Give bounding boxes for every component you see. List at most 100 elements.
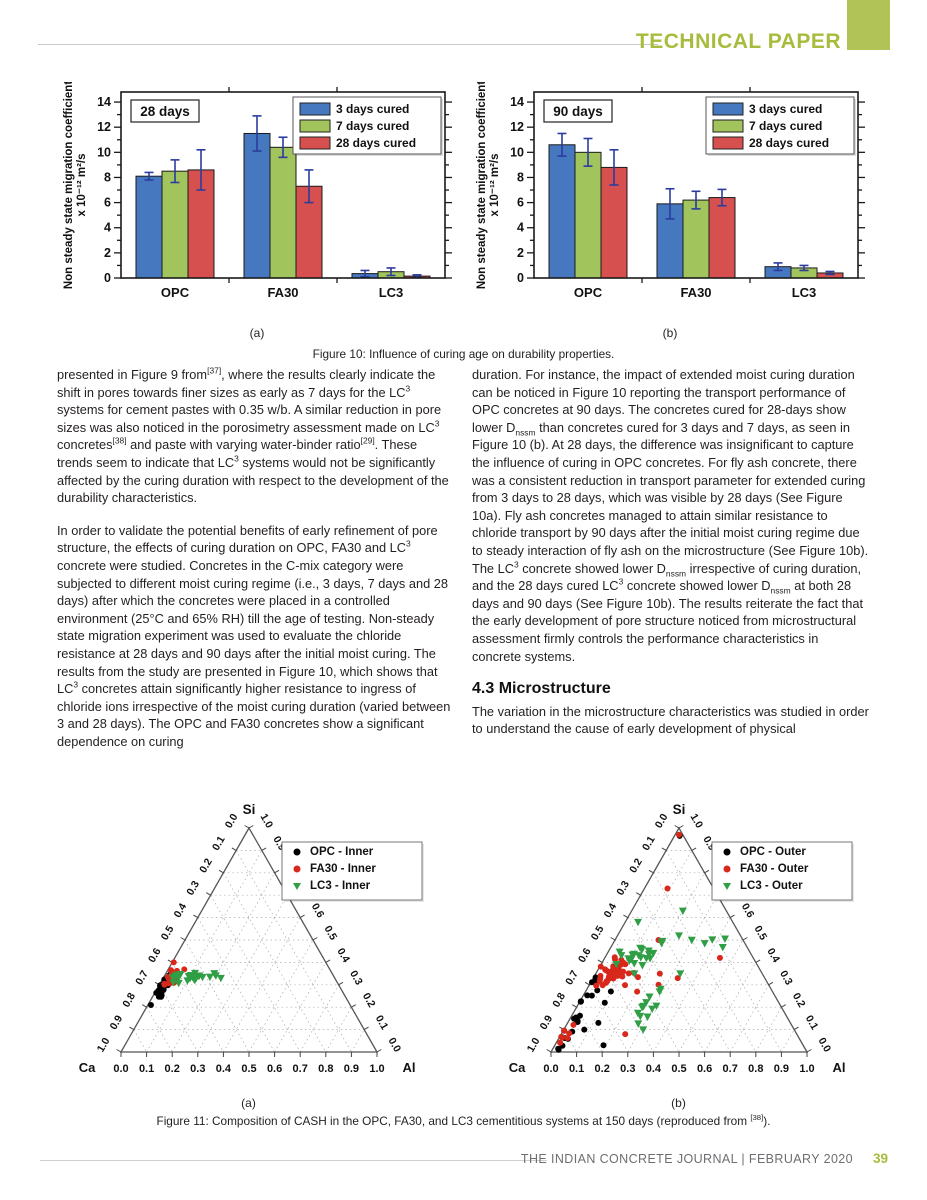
svg-text:10: 10	[97, 145, 111, 159]
superscript: 3	[73, 679, 79, 690]
bar-chart-28-days: Non steady state migration coefficientx …	[63, 81, 452, 300]
data-point	[156, 993, 163, 999]
data-point	[674, 932, 683, 940]
svg-text:14: 14	[510, 95, 524, 109]
figure-11b-label: (b)	[671, 1096, 686, 1110]
svg-text:0.3: 0.3	[777, 968, 795, 987]
svg-text:0.8: 0.8	[748, 1063, 763, 1075]
data-point	[627, 951, 636, 960]
data-point	[716, 954, 723, 961]
svg-text:0.8: 0.8	[318, 1063, 333, 1075]
data-point	[576, 1012, 583, 1019]
svg-text:0.8: 0.8	[550, 991, 568, 1010]
data-point	[647, 1005, 656, 1013]
data-point	[611, 960, 620, 969]
data-point	[160, 986, 167, 993]
data-point	[655, 988, 664, 996]
svg-text:90 days: 90 days	[553, 104, 603, 119]
data-point	[638, 1026, 647, 1034]
svg-text:4: 4	[517, 221, 524, 235]
header-divider	[38, 44, 658, 45]
svg-text:0.6: 0.6	[696, 1063, 711, 1075]
svg-text:0.4: 0.4	[171, 901, 189, 920]
superscript: [38]	[750, 1113, 764, 1123]
svg-text:0.1: 0.1	[372, 1013, 390, 1032]
svg-text:OPC: OPC	[574, 285, 603, 300]
data-point	[205, 973, 214, 982]
svg-text:0.4: 0.4	[334, 946, 352, 965]
svg-text:0.1: 0.1	[138, 1063, 153, 1075]
body-column-left: presented in Figure 9 from[37], where th…	[57, 366, 455, 765]
bar	[600, 166, 628, 279]
superscript: 3	[405, 383, 411, 394]
svg-text:0.2: 0.2	[594, 1063, 609, 1075]
svg-text:6: 6	[517, 196, 524, 210]
superscript: [37]	[207, 365, 222, 376]
svg-text:0.5: 0.5	[671, 1063, 686, 1075]
subscript: nssm	[515, 427, 536, 438]
superscript: 3	[234, 453, 239, 464]
data-point	[577, 998, 584, 1005]
bar	[269, 146, 297, 279]
svg-text:0.3: 0.3	[190, 1063, 205, 1075]
svg-text:0.7: 0.7	[133, 968, 151, 987]
data-point	[601, 999, 608, 1006]
svg-text:0.4: 0.4	[645, 1063, 661, 1075]
svg-text:1.0: 1.0	[524, 1036, 542, 1055]
svg-text:0.6: 0.6	[575, 946, 593, 965]
body-text: presented in Figure 9 from[37], where th…	[57, 366, 870, 765]
svg-text:0.6: 0.6	[308, 901, 326, 920]
data-point	[633, 1020, 642, 1028]
svg-text:28 days cured: 28 days cured	[749, 136, 829, 150]
paragraph: In order to validate the potential benef…	[57, 522, 451, 749]
data-point	[621, 1031, 628, 1038]
svg-text:1.0: 1.0	[799, 1063, 814, 1075]
svg-text:28 days cured: 28 days cured	[336, 136, 416, 150]
svg-text:0.0: 0.0	[652, 812, 670, 831]
ternary-plot-outer: 0.0 0.0 0.0 0.1 0.1 0.1 0.2 0.2 0.2 0.3 0.3 0.3 0.4 0…	[508, 802, 854, 1075]
legend-swatch	[299, 119, 331, 133]
data-point	[621, 982, 628, 989]
svg-text:FA30: FA30	[680, 285, 711, 300]
bar	[161, 170, 189, 279]
data-point	[216, 974, 225, 983]
svg-text:1.0: 1.0	[257, 812, 275, 831]
footer-divider	[40, 1160, 547, 1161]
superscript: 3	[513, 559, 519, 570]
data-point	[147, 1001, 154, 1008]
svg-text:Ca: Ca	[508, 1060, 525, 1075]
svg-text:0.1: 0.1	[802, 1013, 820, 1032]
data-point	[182, 977, 191, 985]
subscript: nssm	[665, 568, 687, 579]
legend-box	[711, 841, 852, 901]
data-point	[624, 957, 633, 965]
legend-swatch	[299, 102, 331, 116]
superscript: 3	[406, 539, 411, 550]
data-point	[565, 1030, 572, 1037]
data-point	[625, 970, 632, 977]
svg-text:0.2: 0.2	[197, 856, 215, 875]
data-point	[675, 970, 684, 978]
svg-text:Non steady state migration coe: Non steady state migration coefficientx …	[63, 82, 88, 289]
data-point	[191, 974, 200, 983]
superscript: 3	[618, 576, 624, 587]
data-point	[602, 967, 609, 974]
data-point	[657, 937, 666, 946]
data-point	[583, 992, 590, 999]
data-point	[597, 972, 604, 979]
legend-swatch	[712, 102, 744, 116]
paragraph: The variation in the microstructure char…	[472, 703, 869, 737]
data-point	[643, 1013, 652, 1021]
svg-text:0.3: 0.3	[347, 968, 365, 987]
svg-text:4: 4	[104, 221, 111, 235]
data-point	[555, 1046, 562, 1053]
svg-text:0.8: 0.8	[120, 991, 138, 1010]
data-point	[168, 979, 177, 987]
body-column-right: duration. For instance, the impact of ex…	[472, 366, 870, 765]
data-point	[611, 956, 618, 963]
svg-text:0: 0	[104, 271, 111, 285]
bar	[135, 175, 163, 279]
bar	[548, 144, 576, 279]
svg-text:0.0: 0.0	[113, 1063, 128, 1075]
data-point	[645, 955, 654, 963]
